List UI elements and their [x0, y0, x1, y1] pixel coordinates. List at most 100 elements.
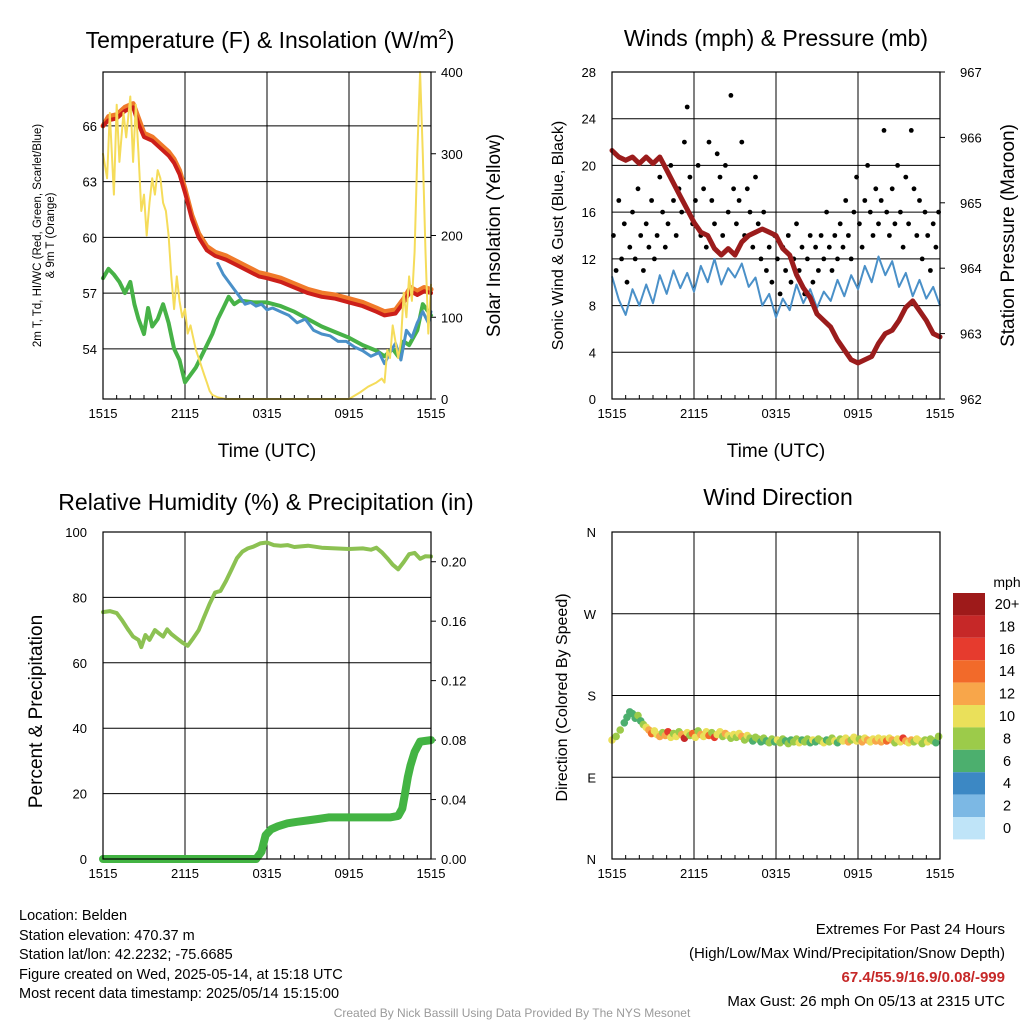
extremes-heading: Extremes For Past 24 Hours [815, 921, 1005, 938]
legend-swatch [953, 749, 985, 773]
gust-point [616, 198, 622, 203]
gust-point [857, 221, 862, 227]
x-tick-label: 0315 [253, 866, 282, 881]
gust-point [649, 198, 654, 203]
x-tick-label: 1515 [89, 866, 118, 881]
panel-title: Winds (mph) & Pressure (mb) [624, 25, 928, 51]
legend-label: 0 [1003, 821, 1011, 837]
y2-tick-label: 400 [441, 65, 463, 80]
gust-point [695, 163, 701, 168]
y-axis-label: Direction (Colored By Speed) [554, 593, 571, 801]
x-tick-label: 0915 [335, 406, 364, 421]
x-tick-label: 1515 [417, 866, 446, 881]
max-gust: Max Gust: 26 mph On 05/13 at 2315 UTC [727, 993, 1005, 1010]
gust-point [908, 127, 914, 133]
y-tick-label: 8 [589, 299, 596, 314]
gust-point [930, 221, 936, 227]
title-superscript: 2 [438, 26, 446, 43]
gust-point [903, 174, 909, 180]
y-tick-label: 63 [83, 175, 97, 190]
x-tick-label: 0315 [762, 406, 791, 421]
direction-point [934, 732, 943, 741]
gust-point [895, 163, 900, 168]
gust-point [807, 233, 813, 238]
gust-point [881, 127, 887, 133]
x-tick-label: 0915 [335, 866, 364, 881]
gust-point [777, 291, 783, 297]
x-tick-label: 0315 [253, 406, 282, 421]
x-tick-label: 1515 [417, 406, 446, 421]
gust-point [794, 221, 799, 227]
plot-border [611, 71, 941, 400]
gust-point [709, 198, 715, 203]
gust-point [928, 268, 933, 273]
gust-point [736, 198, 742, 203]
y2-tick-label: 963 [960, 327, 982, 342]
gust-point [906, 221, 911, 227]
gust-point [835, 256, 840, 262]
gust-point [813, 244, 818, 250]
station-latlon: Station lat/lon: 42.2232; -75.6685 [19, 947, 233, 964]
y2-tick-label: 0.04 [441, 793, 466, 808]
legend-label: 2 [1003, 799, 1011, 815]
y-tick-label: W [584, 607, 597, 622]
plot-border [102, 531, 432, 860]
y-tick-label: 20 [73, 787, 87, 802]
x-tick-label: 1515 [598, 866, 627, 881]
gust-point [922, 209, 928, 215]
gust-point [884, 209, 890, 215]
gust-point [816, 268, 821, 273]
gust-point [783, 268, 788, 273]
legend-swatch [953, 682, 985, 705]
gust-point [914, 233, 920, 238]
y2-tick-label: 965 [960, 196, 982, 211]
legend-title: mph [993, 574, 1020, 590]
y-tick-label: 40 [73, 721, 87, 736]
gust-point [682, 139, 687, 145]
series-line [102, 71, 432, 400]
figure-created: Figure created on Wed, 2025-05-14, at 15… [19, 966, 343, 983]
y-tick-label: S [587, 689, 596, 704]
y-tick-label: N [587, 525, 596, 540]
y-axis-label-line2: & 9m T (Orange) [45, 192, 57, 278]
gust-point [755, 221, 761, 227]
gust-point [824, 209, 829, 215]
pressure-line [609, 148, 943, 366]
gust-point [810, 279, 816, 285]
panel-title: Relative Humidity (%) & Precipitation (i… [58, 489, 473, 515]
gust-point [665, 221, 671, 227]
gust-point [898, 209, 903, 215]
gust-point [878, 198, 884, 203]
legend-swatch [953, 637, 985, 661]
gust-point [734, 221, 739, 227]
legend-label: 18 [999, 619, 1015, 635]
y2-tick-label: 0.16 [441, 614, 466, 629]
gust-point [854, 174, 859, 180]
y-tick-label: 60 [73, 656, 87, 671]
y-tick-label: 4 [589, 345, 596, 360]
gust-point [750, 244, 756, 250]
sonic-wind-line [611, 255, 941, 319]
gust-point [865, 163, 870, 168]
legend-label: 20+ [995, 597, 1020, 613]
gust-point [799, 244, 805, 250]
extremes-legend: (High/Low/Max Wind/Precipitation/Snow De… [689, 945, 1005, 962]
gust-point [728, 93, 734, 98]
direction-point [932, 738, 940, 747]
y2-tick-label: 0.12 [441, 674, 466, 689]
series-line [101, 105, 433, 318]
gust-point [887, 233, 892, 238]
direction-point [616, 726, 624, 734]
series-line [216, 261, 433, 366]
y2-axis-label: Solar Insolation (Yellow) [484, 134, 505, 337]
legend-swatch [953, 593, 985, 616]
plot-border [611, 531, 941, 860]
x-tick-label: 1515 [926, 406, 955, 421]
gust-point [671, 198, 676, 203]
panel-title: Temperature (F) & Insolation (W/m2) [86, 26, 455, 53]
gust-point [870, 233, 876, 238]
gust-point [764, 268, 769, 273]
gust-point [851, 209, 857, 215]
station-location: Location: Belden [19, 908, 128, 924]
